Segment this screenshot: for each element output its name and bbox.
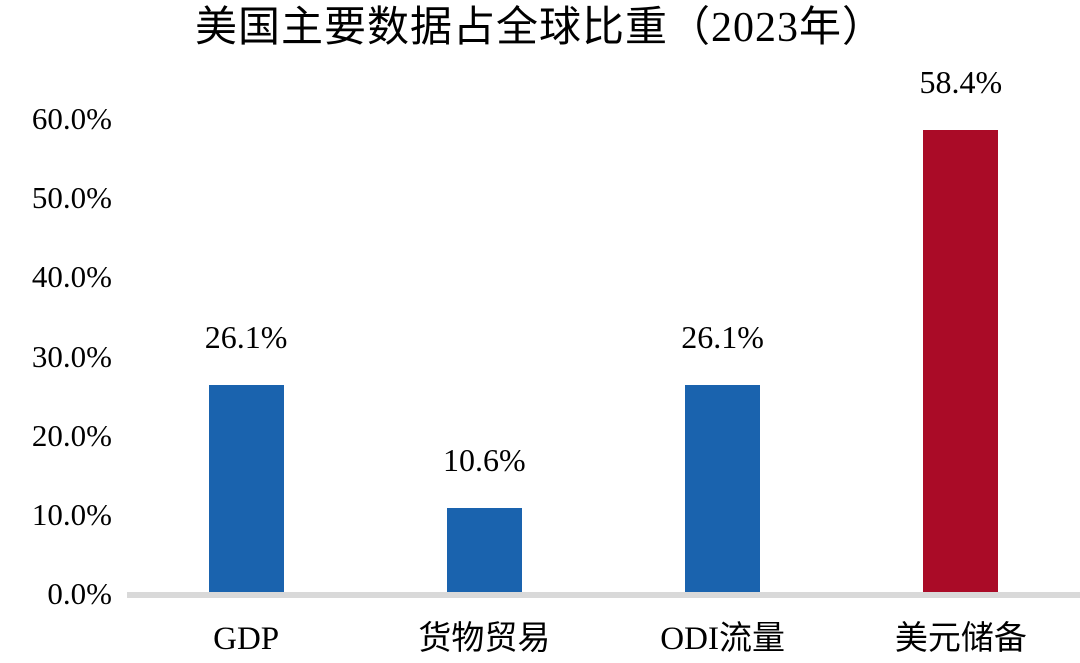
x-category-label: 货物贸易 (418, 621, 551, 657)
x-category-label: 美元储备 (894, 621, 1027, 657)
bar-GDP (208, 385, 284, 592)
data-label: 10.6% (443, 442, 526, 479)
data-label: 26.1% (204, 319, 288, 356)
y-tick-label: 20.0% (31, 417, 112, 453)
x-category-label: ODI流量 (660, 621, 785, 657)
y-tick-label: 40.0% (31, 259, 112, 295)
x-axis-line (127, 592, 1080, 598)
y-tick-label: 30.0% (31, 338, 112, 374)
y-tick-label: 50.0% (31, 180, 112, 216)
data-label: 26.1% (681, 319, 764, 356)
y-tick-label: 60.0% (31, 101, 112, 136)
data-label: 58.4% (919, 63, 1003, 100)
y-tick-label: 0.0% (47, 576, 112, 611)
chart-title: 美国主要数据占全球比重（2023年） (194, 5, 885, 51)
bar-ODI流量 (685, 385, 761, 592)
y-tick-label: 10.0% (31, 496, 112, 532)
bar-货物贸易 (446, 508, 522, 592)
x-category-label: GDP (213, 621, 280, 657)
bar-美元储备 (923, 129, 999, 592)
